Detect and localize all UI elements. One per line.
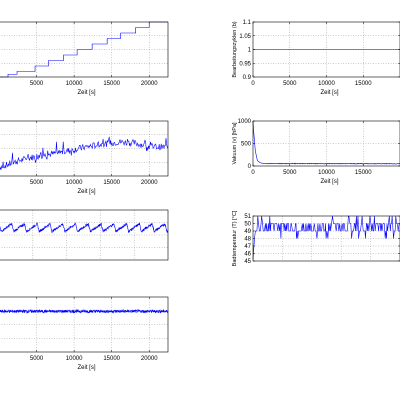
series-line bbox=[0, 136, 169, 171]
y-axis-label: Vakuum (v) [hPa] bbox=[232, 122, 238, 165]
panel-vakuum: 0 5000 10000 15000 0 500 1000 Zeit [s] Vakuum (v… bbox=[232, 119, 400, 185]
y-tick-label: 49 bbox=[244, 229, 251, 235]
axes-box bbox=[0, 120, 169, 177]
panel-noisy-trend: 5000 10000 15000 20000 Zeit [s] bbox=[0, 120, 169, 195]
y-tick-label: 0.9 bbox=[243, 75, 252, 81]
y-tick-label: 51 bbox=[244, 214, 251, 220]
x-tick-label: 15000 bbox=[355, 81, 372, 87]
x-tick-label: 5000 bbox=[283, 81, 297, 87]
y-axis-label: Bearbeitungszyklen (b) bbox=[232, 21, 238, 77]
panel-flat-noise: 5000 10000 15000 20000 Zeit [s] bbox=[0, 296, 169, 371]
x-tick-label: 15000 bbox=[103, 356, 120, 362]
axes-box bbox=[0, 209, 169, 261]
x-tick-label: 20000 bbox=[141, 81, 158, 87]
y-tick-label: 46 bbox=[244, 252, 251, 258]
x-tick-label: 5000 bbox=[283, 170, 297, 176]
y-tick-label: 48 bbox=[244, 237, 251, 243]
y-tick-label: 1.05 bbox=[239, 34, 251, 40]
x-tick-label: 5000 bbox=[30, 180, 44, 186]
x-tick-label: 20000 bbox=[141, 356, 158, 362]
panel-periodic bbox=[0, 209, 169, 261]
y-tick-label: 45 bbox=[244, 259, 251, 265]
y-tick-label: 1 bbox=[248, 48, 252, 54]
axes-box bbox=[0, 296, 169, 353]
x-axis-label: Zeit [s] bbox=[77, 90, 95, 96]
series-line bbox=[0, 222, 169, 234]
x-tick-label: 10000 bbox=[66, 356, 83, 362]
x-axis-label: Zeit [s] bbox=[320, 90, 338, 96]
series-line bbox=[252, 215, 400, 260]
x-tick-label: 15000 bbox=[103, 81, 120, 87]
x-tick-label: 10000 bbox=[318, 81, 335, 87]
x-tick-label: 0 bbox=[251, 81, 255, 87]
x-tick-label: 15000 bbox=[103, 180, 120, 186]
x-axis-label: Zeit [s] bbox=[320, 179, 338, 185]
x-tick-label: 15000 bbox=[355, 170, 372, 176]
series-line bbox=[0, 308, 169, 314]
series-line bbox=[0, 21, 168, 78]
panel-steps: 5000 10000 15000 20000 Zeit [s] bbox=[0, 21, 169, 96]
panel-bearbeitungszyklen: 0 5000 10000 15000 0.9 0.95 1 1.05 1.1 Zeit [s] Be… bbox=[232, 20, 400, 96]
x-tick-label: 0 bbox=[251, 170, 255, 176]
x-axis-label: Zeit [s] bbox=[77, 365, 95, 371]
y-tick-label: 1000 bbox=[238, 119, 252, 125]
x-tick-label: 20000 bbox=[141, 180, 158, 186]
y-tick-label: 500 bbox=[241, 142, 252, 148]
x-tick-label: 10000 bbox=[66, 180, 83, 186]
y-tick-label: 1.1 bbox=[243, 20, 252, 26]
x-tick-label: 10000 bbox=[318, 170, 335, 176]
x-axis-label: Zeit [s] bbox=[77, 189, 95, 195]
x-tick-label: 5000 bbox=[30, 356, 44, 362]
x-tick-label: 10000 bbox=[66, 81, 83, 87]
y-tick-label: 0.95 bbox=[239, 61, 251, 67]
axes-box bbox=[0, 21, 169, 78]
series-line bbox=[252, 120, 400, 165]
y-tick-label: 50 bbox=[244, 222, 251, 228]
y-tick-label: 47 bbox=[244, 244, 251, 250]
y-tick-label: 0 bbox=[248, 164, 252, 170]
x-tick-label: 5000 bbox=[30, 81, 44, 87]
y-axis-label: Badtemperatur (T) [°C] bbox=[232, 210, 238, 266]
